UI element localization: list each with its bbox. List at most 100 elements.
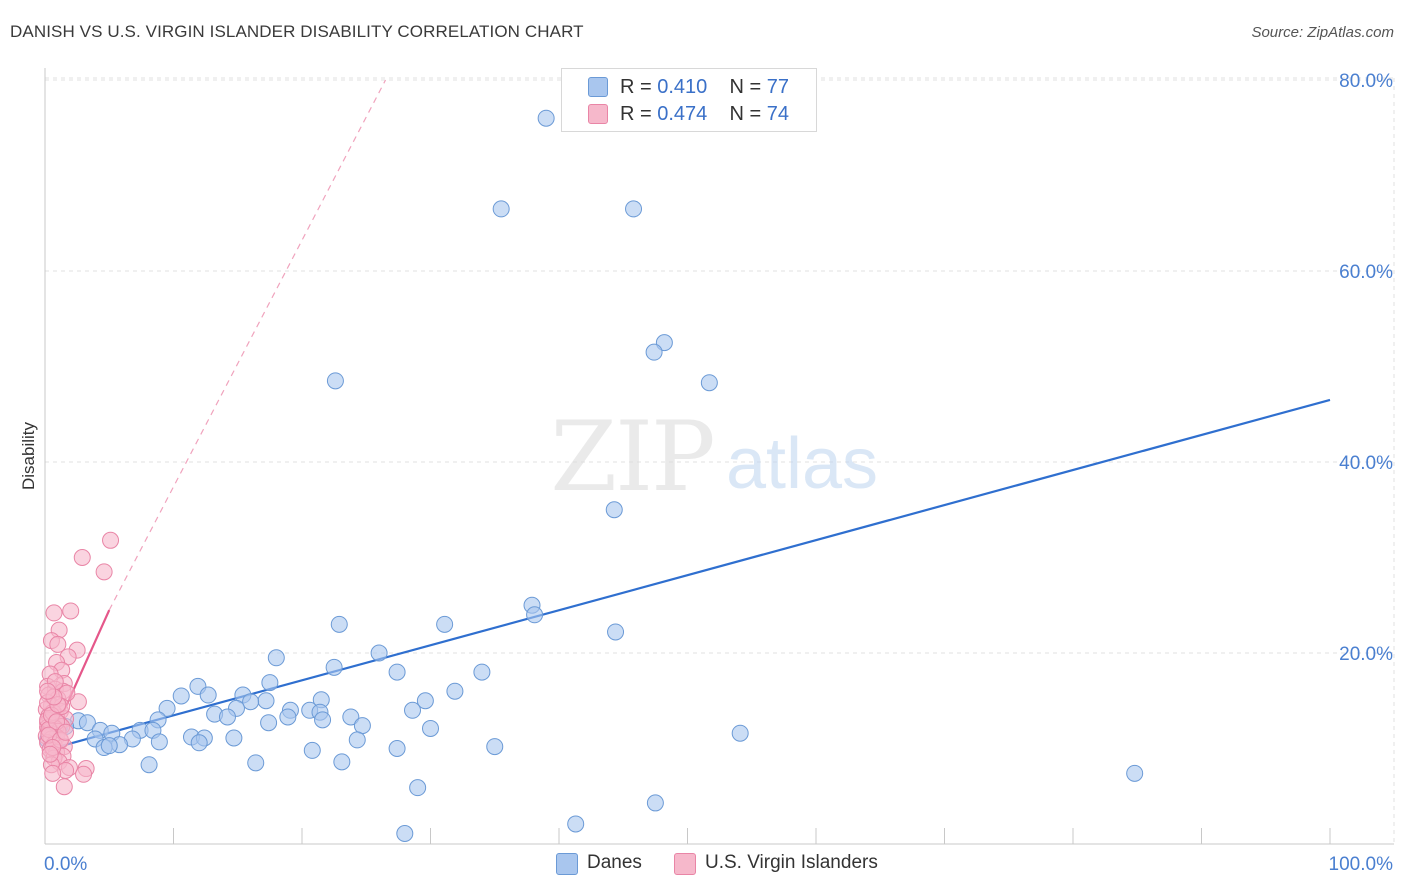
danes-point [607, 623, 625, 641]
tick-labels: 20.0% 40.0% 60.0% 80.0% 0.0% 100.0% [44, 71, 1393, 875]
danes-point [388, 740, 406, 757]
danes-point [416, 692, 434, 710]
virgin-islanders-legend-swatch [674, 853, 696, 875]
y-tick-label: 20.0% [1339, 644, 1393, 665]
danes-point [731, 724, 749, 742]
y-tick-label: 80.0% [1339, 71, 1393, 92]
danes-point [348, 731, 366, 749]
danes-point [260, 714, 278, 732]
danes-point [605, 501, 623, 519]
gridlines [45, 77, 1395, 844]
danes-point [646, 794, 664, 812]
legend-row-virgin-islanders: R = 0.474 N = 74 [562, 101, 816, 128]
danes-point [267, 649, 285, 667]
danes-point [409, 779, 427, 797]
y-axis-label: Disability [19, 421, 38, 490]
r-label: R = [620, 103, 658, 125]
virgin-islanders-point [69, 693, 87, 711]
danes-point [325, 658, 343, 676]
danes-point [330, 615, 348, 633]
danes-point [333, 753, 351, 771]
danes-point [199, 686, 217, 704]
virgin-islanders-point [44, 764, 62, 782]
legend-stats-text: R = 0.474 N = 74 [620, 103, 789, 126]
danes-point [1126, 764, 1144, 782]
danes-point [700, 374, 718, 392]
n-label: N = [729, 103, 767, 125]
danes-point [537, 109, 555, 127]
danes-legend-label: Danes [587, 852, 642, 873]
danes-point [190, 734, 208, 752]
n-value: 74 [766, 103, 790, 125]
x-tick-label: 100.0% [1329, 854, 1394, 875]
danes-point [492, 200, 510, 218]
danes-point [473, 663, 491, 681]
x-tick-label: 0.0% [44, 854, 87, 875]
danes-point [78, 714, 96, 732]
r-label: R = [620, 76, 658, 98]
data-points [37, 109, 1144, 842]
virgin-islanders-point [73, 549, 91, 566]
r-value: 0.410 [657, 76, 708, 98]
danes-point [218, 708, 236, 726]
danes-point [342, 708, 360, 726]
virgin-islanders-point [57, 723, 75, 741]
watermark-atlas: atlas [726, 424, 878, 504]
danes-point [257, 692, 275, 710]
danes-legend-swatch [556, 853, 578, 875]
danes-point [140, 756, 158, 774]
danes-point [422, 719, 439, 737]
virgin-islanders-point [95, 563, 113, 581]
virgin-islanders-point [75, 765, 93, 783]
source-credit: Source: ZipAtlas.com [1251, 24, 1394, 41]
danes-point [388, 663, 406, 681]
danes-point [279, 708, 297, 726]
virgin-islanders-swatch [588, 104, 608, 124]
virgin-islanders-point [62, 602, 80, 620]
virgin-islanders-point [55, 778, 73, 796]
virgin-islanders-point [49, 635, 67, 653]
danes-point [242, 693, 260, 711]
virgin-islanders-point [45, 604, 63, 622]
virgin-islanders-legend-label: U.S. Virgin Islanders [705, 852, 878, 873]
watermark-zip: ZIP [550, 401, 713, 513]
danes-point [353, 717, 371, 735]
danes-point [446, 682, 464, 700]
chart-title: DANISH VS U.S. VIRGIN ISLANDER DISABILIT… [10, 22, 584, 41]
danes-point [436, 615, 454, 633]
virgin-islanders-point [102, 531, 120, 549]
virgin-islanders-point [41, 745, 59, 763]
legend-row-danes: R = 0.410 N = 77 [562, 74, 816, 101]
danes-point [158, 699, 176, 717]
danes-point [370, 644, 388, 662]
danes-swatch [588, 77, 608, 97]
danes-point [625, 200, 643, 218]
danes-trend-line [44, 398, 1331, 752]
danes-point [225, 729, 243, 747]
virgin-islanders-trend-extension [108, 79, 387, 611]
danes-point [303, 741, 321, 759]
legend-stats-text: R = 0.410 N = 77 [620, 76, 789, 99]
danes-point [404, 701, 422, 719]
danes-point [486, 738, 504, 756]
r-value: 0.474 [657, 103, 708, 125]
danes-point [396, 824, 414, 842]
y-tick-label: 60.0% [1339, 262, 1393, 283]
danes-point [326, 372, 344, 390]
virgin-islanders-point [39, 682, 57, 700]
danes-point [645, 343, 663, 361]
y-tick-label: 40.0% [1339, 453, 1393, 474]
stats-legend: R = 0.410 N = 77 R = 0.474 N = 74 [561, 68, 817, 132]
danes-point [172, 687, 190, 705]
n-value: 77 [766, 76, 790, 98]
axes [44, 68, 1394, 845]
watermark: ZIP atlas [550, 401, 878, 513]
danes-point [567, 815, 585, 833]
danes-point [150, 733, 168, 751]
danes-point [100, 737, 118, 755]
n-label: N = [729, 76, 767, 98]
danes-point [314, 711, 332, 729]
danes-point [261, 674, 279, 692]
danes-point [247, 754, 265, 772]
